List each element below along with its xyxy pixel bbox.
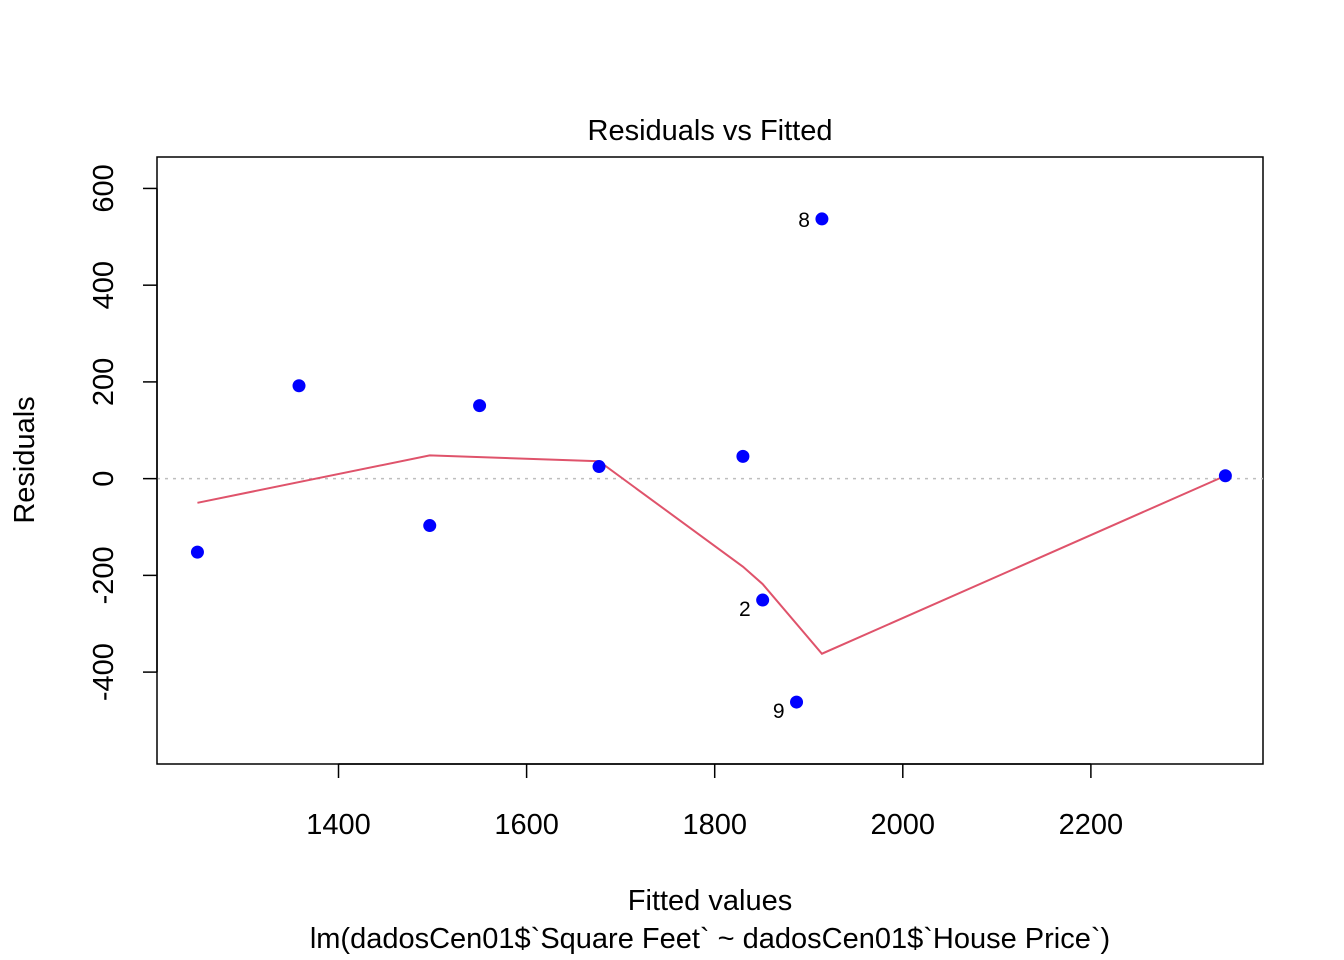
data-point — [592, 460, 606, 474]
data-point — [815, 212, 829, 226]
x-tick-label: 2200 — [1059, 809, 1124, 841]
point-label: 2 — [739, 598, 751, 621]
data-point — [736, 449, 750, 463]
data-points: 2 9 8 — [190, 209, 1232, 723]
x-tick-label: 1400 — [306, 809, 371, 841]
model-formula-subtitle: lm(dadosCen01$`Square Feet` ~ dadosCen01… — [310, 923, 1110, 955]
x-axis: 1400 1600 1800 2000 2200 — [306, 763, 1124, 841]
x-axis-label: Fitted values — [628, 885, 792, 917]
data-point — [1218, 469, 1232, 483]
smoother-line — [197, 454, 1226, 655]
x-tick-label: 1600 — [494, 809, 559, 841]
data-point — [292, 379, 306, 393]
data-point — [190, 545, 204, 559]
data-point — [423, 519, 437, 533]
x-tick-label: 1800 — [682, 809, 747, 841]
y-tick-label: 0 — [88, 471, 120, 487]
plot-frame — [156, 156, 1264, 765]
data-point — [756, 593, 770, 607]
y-axis-label: Residuals — [9, 396, 41, 523]
data-point — [473, 399, 487, 413]
x-tick-label: 2000 — [871, 809, 936, 841]
chart-title: Residuals vs Fitted — [588, 115, 833, 147]
y-tick-label: 400 — [88, 261, 120, 309]
y-tick-label: 600 — [88, 164, 120, 212]
y-axis: -400 -200 0 200 400 600 — [88, 164, 158, 701]
data-point — [790, 695, 804, 709]
y-tick-label: -200 — [88, 546, 120, 604]
y-tick-label: 200 — [88, 358, 120, 406]
point-label: 9 — [773, 700, 785, 723]
point-label: 8 — [798, 209, 810, 232]
y-tick-label: -400 — [88, 643, 120, 701]
